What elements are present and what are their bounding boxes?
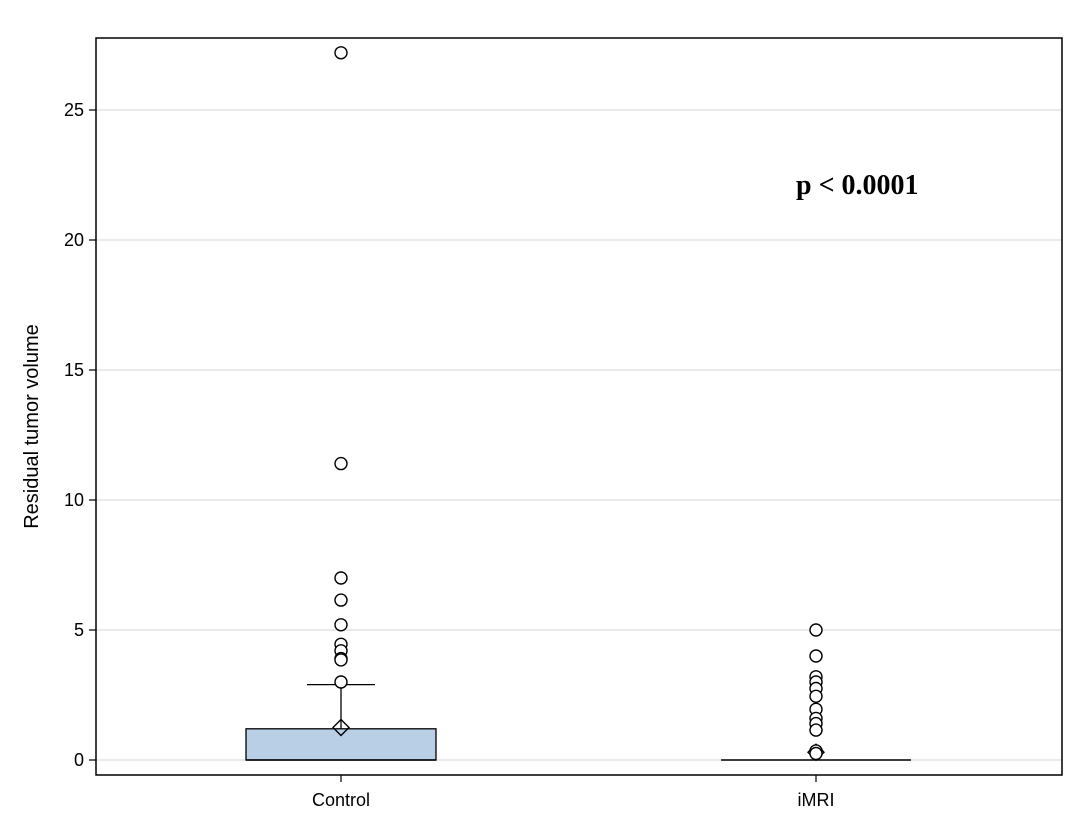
- y-tick-label-20: 20: [64, 230, 84, 250]
- outlier-point-control: [334, 456, 348, 471]
- outlier-point-imri: [809, 623, 823, 637]
- outlier-point-control: [334, 571, 348, 585]
- box-control: [245, 728, 437, 761]
- y-tick-label-5: 5: [74, 620, 84, 640]
- outlier-point-control: [334, 653, 348, 667]
- outlier-point-imri: [809, 723, 823, 737]
- outlier-point-imri: [809, 746, 823, 761]
- plot-frame: [95, 37, 1063, 776]
- mean-marker-control: [332, 718, 350, 737]
- y-tick-label-25: 25: [64, 100, 84, 120]
- x-tick-label-control: Control: [312, 790, 370, 810]
- y-tick-label-0: 0: [74, 750, 84, 770]
- box-group-control: [245, 46, 437, 761]
- box-group-imri: [721, 623, 911, 762]
- gridlines: [96, 109, 1062, 761]
- outlier-point-control: [334, 593, 348, 607]
- axis-ticks: 0 5 10 15 20 25 Control iMRI: [64, 100, 835, 810]
- outlier-point-control: [334, 46, 348, 60]
- outlier-point-imri: [809, 649, 823, 663]
- outlier-point-control: [334, 618, 348, 632]
- p-value-annotation: p < 0.0001: [796, 170, 919, 201]
- x-tick-label-imri: iMRI: [798, 790, 835, 810]
- boxes: [245, 46, 911, 762]
- y-tick-label-10: 10: [64, 490, 84, 510]
- outlier-point-imri: [809, 689, 823, 703]
- outlier-point-control: [334, 675, 348, 689]
- y-tick-label-15: 15: [64, 360, 84, 380]
- y-axis-title: Residual tumor volume: [21, 324, 43, 529]
